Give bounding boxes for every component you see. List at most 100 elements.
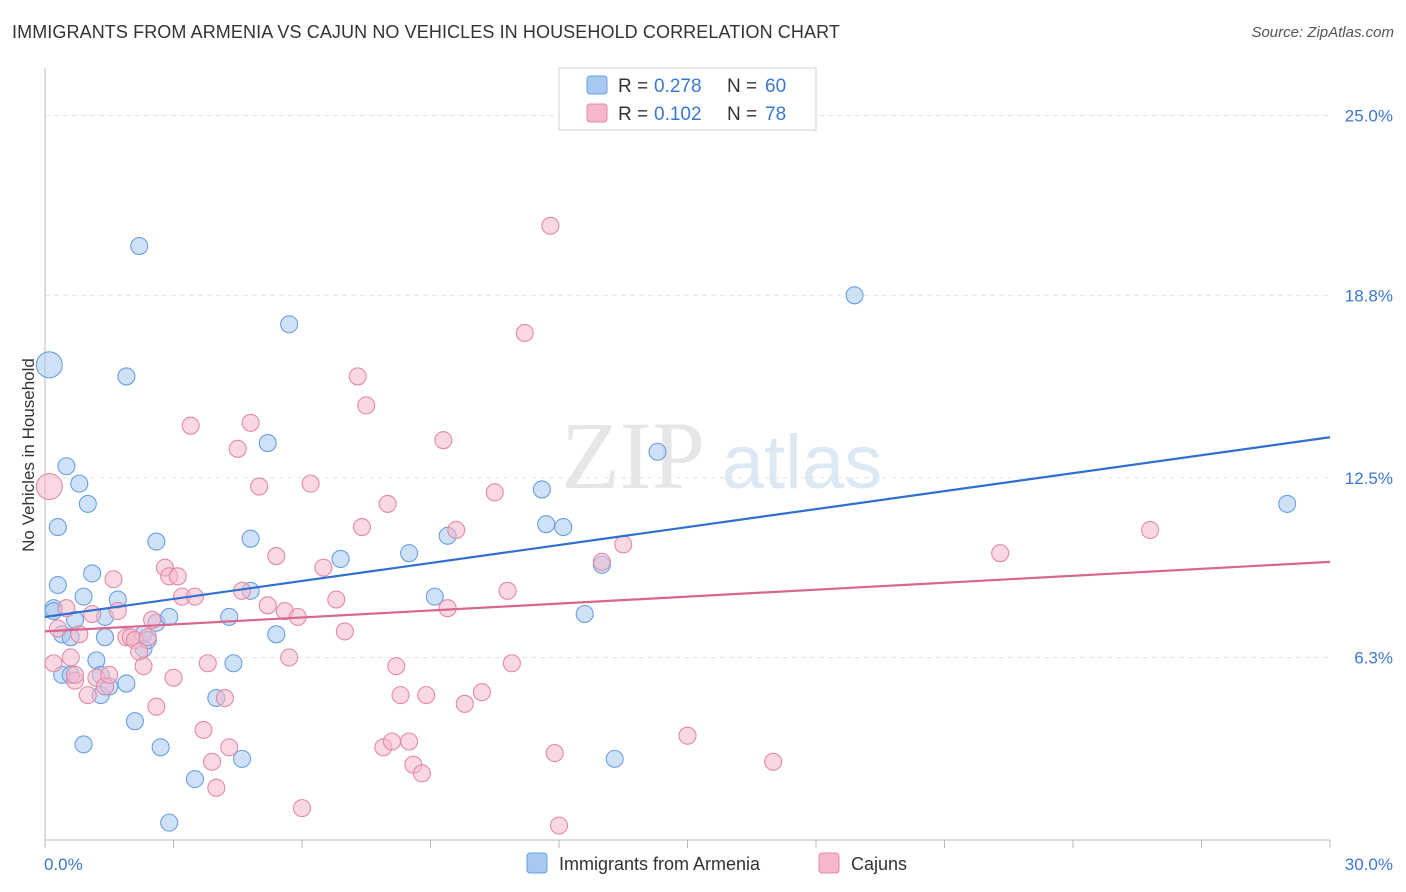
point-cajuns-69: [502, 654, 521, 673]
legend-bottom-label-armenia: Immigrants from Armenia: [559, 854, 761, 874]
point-cajuns-61: [417, 686, 436, 705]
point-cajuns-45: [292, 799, 312, 818]
point-cajuns-21: [143, 610, 162, 629]
point-armenia-0: [35, 351, 63, 379]
y-tick-label-2: 18.8%: [1345, 286, 1393, 305]
y-tick-labels: 6.3% 12.5% 18.8% 25.0%: [1345, 107, 1393, 668]
point-cajuns-52: [357, 396, 376, 415]
axes: [44, 68, 1331, 848]
source-credit: Source: ZipAtlas.com: [1251, 24, 1394, 41]
trend-line-cajuns: [44, 560, 1331, 633]
legend-n-value-cajuns: 78: [765, 104, 786, 125]
legend-series: Immigrants from Armenia Cajuns: [526, 852, 907, 874]
point-cajuns-51: [352, 518, 372, 537]
point-cajuns-65: [455, 694, 474, 713]
x-tick-labels: 0.0% 30.0%: [44, 855, 1393, 874]
point-armenia-24: [117, 674, 136, 693]
y-tick-label-3: 25.0%: [1345, 107, 1393, 126]
point-cajuns-26: [164, 668, 183, 687]
point-armenia-26: [130, 236, 149, 256]
point-armenia-50: [537, 515, 556, 534]
point-cajuns-77: [764, 752, 783, 771]
point-cajuns-60: [412, 764, 431, 783]
point-cajuns-70: [515, 323, 534, 343]
point-cajuns-62: [434, 431, 453, 450]
point-armenia-41: [241, 529, 260, 548]
point-cajuns-20: [138, 628, 157, 647]
point-armenia-11: [70, 474, 89, 493]
point-armenia-4: [48, 575, 67, 595]
point-armenia-3: [48, 518, 67, 537]
point-cajuns-12: [100, 665, 119, 684]
point-armenia-39: [232, 749, 252, 768]
point-cajuns-25: [168, 567, 187, 586]
point-cajuns-75: [614, 535, 633, 554]
point-cajuns-0: [35, 472, 63, 501]
point-cajuns-58: [400, 732, 419, 751]
point-cajuns-74: [592, 552, 611, 571]
legend-r-value-armenia: 0.278: [654, 76, 702, 97]
point-cajuns-22: [147, 697, 166, 716]
point-cajuns-79: [1141, 520, 1160, 540]
point-cajuns-68: [498, 581, 517, 600]
x-tick-label-start: 0.0%: [44, 855, 83, 874]
legend-bottom-swatch-armenia: [526, 852, 548, 874]
point-cajuns-39: [250, 477, 269, 496]
point-cajuns-28: [181, 416, 200, 435]
point-armenia-54: [605, 749, 624, 768]
point-cajuns-40: [258, 596, 277, 615]
legend-r-label-cajuns: R =: [618, 104, 648, 125]
point-cajuns-56: [387, 657, 406, 676]
point-armenia-23: [117, 367, 136, 386]
point-cajuns-55: [382, 732, 402, 751]
legend-stats: R = 0.278 N = 60 R = 0.102 N = 78: [558, 67, 817, 131]
point-cajuns-72: [545, 744, 564, 763]
point-cajuns-1: [44, 654, 63, 673]
point-armenia-13: [74, 735, 93, 754]
point-armenia-49: [532, 480, 551, 499]
point-cajuns-8: [78, 686, 97, 705]
legend-bottom-swatch-cajuns: [818, 852, 840, 874]
point-armenia-34: [160, 813, 179, 832]
chart-title: IMMIGRANTS FROM ARMENIA VS CAJUN NO VEHI…: [12, 22, 840, 42]
legend-swatch-cajuns: [586, 103, 608, 123]
point-cajuns-46: [301, 474, 320, 493]
data-points: [35, 216, 1297, 835]
point-armenia-45: [331, 549, 350, 569]
y-tick-label-1: 12.5%: [1345, 469, 1393, 488]
trend-lines: [44, 436, 1331, 633]
point-armenia-31: [147, 532, 166, 551]
point-cajuns-32: [203, 752, 222, 771]
point-armenia-55: [648, 442, 667, 461]
trend-line-armenia: [44, 436, 1331, 618]
point-cajuns-50: [348, 367, 367, 386]
point-cajuns-36: [228, 439, 247, 458]
legend-bottom-label-cajuns: Cajuns: [851, 854, 907, 874]
point-cajuns-30: [194, 720, 213, 739]
point-cajuns-41: [267, 547, 286, 566]
point-armenia-46: [400, 544, 419, 563]
point-cajuns-76: [678, 726, 697, 745]
point-armenia-37: [220, 607, 239, 626]
watermark: ZIP atlas: [561, 402, 882, 509]
point-cajuns-13: [104, 570, 123, 589]
point-cajuns-71: [541, 216, 560, 235]
point-armenia-51: [554, 518, 573, 537]
point-cajuns-9: [83, 604, 102, 624]
point-cajuns-34: [215, 688, 234, 708]
point-cajuns-4: [61, 648, 80, 667]
x-tick-label-end: 30.0%: [1345, 855, 1393, 874]
point-cajuns-19: [134, 657, 153, 676]
legend-r-value-cajuns: 0.102: [654, 104, 702, 125]
point-armenia-14: [78, 494, 97, 513]
point-cajuns-73: [549, 816, 569, 835]
legend-n-label-cajuns: N =: [727, 104, 757, 125]
point-armenia-43: [267, 625, 286, 644]
legend-n-label-armenia: N =: [727, 76, 757, 97]
point-cajuns-31: [198, 654, 217, 673]
point-cajuns-38: [241, 413, 260, 432]
point-armenia-47: [425, 587, 444, 606]
y-tick-label-0: 6.3%: [1354, 648, 1393, 667]
point-armenia-38: [224, 654, 243, 673]
